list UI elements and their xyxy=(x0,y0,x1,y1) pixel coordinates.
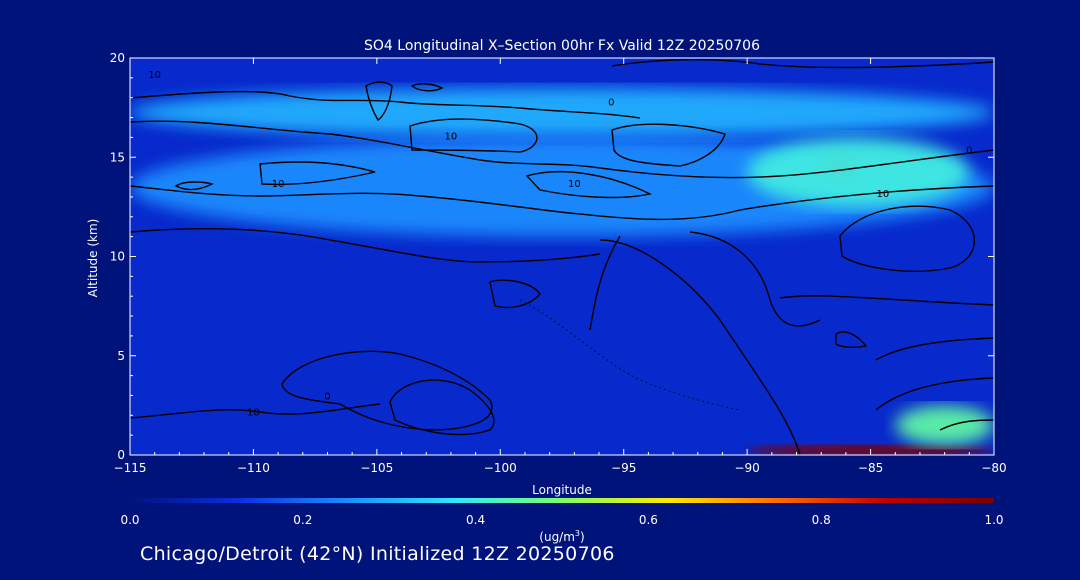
contour-line-10 xyxy=(281,350,493,431)
colorbar-tick-label-0: 0.0 xyxy=(120,513,139,527)
contour-line-8 xyxy=(779,295,994,306)
x-tick-label-0: −115 xyxy=(114,461,147,475)
contour-label-8: 10 xyxy=(247,407,260,418)
colorbar-tick-label-4: 0.8 xyxy=(812,513,831,527)
x-tick-label-1: −110 xyxy=(237,461,270,475)
x-tick-label-2: −105 xyxy=(360,461,393,475)
colorbar: 0.0 0.2 0.4 0.6 0.8 1.0 (ug/m3) xyxy=(120,498,1004,544)
field-feature-3 xyxy=(747,137,970,207)
chart-title: SO4 Longitudinal X–Section 00hr Fx Valid… xyxy=(364,38,760,54)
contour-label-2: 10 xyxy=(272,179,285,190)
contour-label-3: 10 xyxy=(568,179,581,190)
contour-line-12 xyxy=(875,337,994,361)
contour-line-17 xyxy=(409,118,538,153)
y-tick-label-1: 5 xyxy=(117,349,125,363)
x-tick-label-5: −90 xyxy=(734,461,759,475)
concentration-field xyxy=(130,87,994,455)
x-axis-label: Longitude xyxy=(532,483,592,497)
contour-label-7: 0 xyxy=(324,391,330,402)
colorbar-tick-label-3: 0.6 xyxy=(639,513,658,527)
y-axis: 0 5 10 15 20 xyxy=(110,51,994,462)
contour-label-6: 10 xyxy=(877,189,890,200)
contour-line-dashed xyxy=(519,299,741,411)
field-feature-0 xyxy=(130,87,994,138)
y-tick-label-3: 15 xyxy=(110,150,125,164)
footer-caption: Chicago/Detroit (42°N) Initialized 12Z 2… xyxy=(140,543,615,565)
contour-labels: 10 10 10 10 0 0 10 0 10 xyxy=(148,70,972,418)
contour-line-15 xyxy=(174,181,214,191)
x-axis: −115 −110 −105 −100 −95 −90 −85 −80 xyxy=(114,58,1007,475)
contour-line-19 xyxy=(611,123,726,167)
plot-area: 10 10 10 10 0 0 10 0 10 xyxy=(130,58,994,455)
x-tick-label-3: −100 xyxy=(484,461,517,475)
contour-label-4: 0 xyxy=(608,98,614,109)
contour-line-7 xyxy=(839,205,976,272)
contour-line-18 xyxy=(525,171,653,199)
contour-line-16 xyxy=(259,161,376,186)
x-tick-label-4: −95 xyxy=(611,461,636,475)
contour-line-0 xyxy=(130,90,641,119)
contour-label-5: 0 xyxy=(966,145,972,156)
colorbar-tick-label-2: 0.4 xyxy=(466,513,485,527)
contour-label-1: 10 xyxy=(445,131,458,142)
contour-line-21 xyxy=(410,83,444,92)
contour-line-23 xyxy=(835,331,868,349)
y-tick-label-2: 10 xyxy=(110,250,125,264)
contour-line-9 xyxy=(130,403,381,419)
colorbar-ticks: 0.0 0.2 0.4 0.6 0.8 1.0 xyxy=(120,513,1003,527)
contour-line-11 xyxy=(389,379,495,436)
colorbar-tick-label-5: 1.0 xyxy=(984,513,1003,527)
contour-line-4 xyxy=(599,239,801,455)
contour-label-0: 10 xyxy=(148,70,161,81)
x-tick-label-7: −80 xyxy=(981,461,1006,475)
contour-line-6 xyxy=(689,231,821,327)
x-tick-label-6: −85 xyxy=(858,461,883,475)
contour-line-5 xyxy=(589,235,621,331)
field-feature-5 xyxy=(895,405,994,446)
contour-line-14 xyxy=(939,419,994,431)
contour-line-24 xyxy=(611,59,994,69)
contour-line-22 xyxy=(489,279,541,309)
contour-line-1 xyxy=(130,120,994,179)
contour-line-2 xyxy=(130,185,994,221)
colorbar-gradient xyxy=(130,498,994,503)
contour-line-3 xyxy=(130,228,601,263)
y-axis-label: Altitude (km) xyxy=(86,219,100,298)
contour-line-13 xyxy=(875,377,994,411)
contour-line-20 xyxy=(365,81,393,121)
colorbar-unit-label: (ug/m3) xyxy=(539,529,584,544)
colorbar-tick-label-1: 0.2 xyxy=(293,513,312,527)
y-tick-label-0: 0 xyxy=(117,448,125,462)
contour-lines xyxy=(130,59,994,455)
y-tick-label-4: 20 xyxy=(110,51,125,65)
